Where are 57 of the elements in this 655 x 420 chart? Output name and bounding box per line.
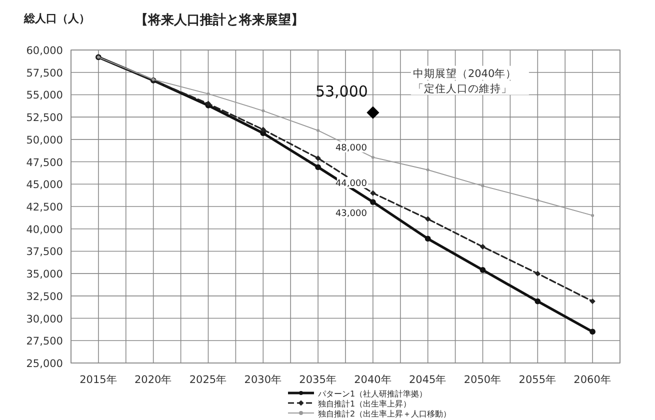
x-tick-label: 2020年 <box>134 374 172 386</box>
annotation: 「定住人口の維持」 <box>412 82 512 95</box>
y-tick-label: 37,500 <box>26 246 63 258</box>
x-tick-label: 2055年 <box>518 374 557 386</box>
y-tick-label: 40,000 <box>26 224 63 236</box>
legend-label: 独自推計1（出生率上昇） <box>318 400 412 408</box>
point <box>206 92 210 96</box>
y-axis-title: 総人口（人） <box>23 12 90 25</box>
y-tick-label: 45,000 <box>26 179 63 192</box>
data-label: 43,000 <box>335 209 368 220</box>
point <box>262 109 265 112</box>
y-tick-label: 25,000 <box>26 358 63 370</box>
point <box>370 190 376 196</box>
data-label: 53,000 <box>315 82 368 101</box>
annotation: 中期展望（2040年） <box>412 66 517 80</box>
legend-label: パターン1（社人研推計準拠） <box>317 390 428 398</box>
point <box>590 298 596 304</box>
point <box>480 267 486 273</box>
x-tick-label: 2050年 <box>464 374 502 386</box>
point <box>481 184 484 188</box>
point <box>424 236 431 242</box>
y-tick-label: 60,000 <box>26 45 63 57</box>
y-tick-label: 57,500 <box>26 67 63 80</box>
point <box>315 155 321 162</box>
y-tick-label: 47,500 <box>26 156 63 169</box>
x-tick-label: 2015年 <box>80 374 118 386</box>
data-label: 48,000 <box>335 143 368 154</box>
point <box>370 199 376 205</box>
y-tick-label: 52,500 <box>26 112 63 124</box>
point <box>534 298 541 304</box>
point <box>424 216 431 222</box>
point <box>534 270 541 276</box>
point <box>316 128 320 132</box>
x-tick-label: 2045年 <box>408 374 447 386</box>
point <box>371 156 374 159</box>
y-tick-label: 55,000 <box>26 90 63 102</box>
point <box>480 244 486 250</box>
x-tick-label: 2025年 <box>189 374 228 386</box>
point <box>591 214 594 217</box>
point <box>426 168 430 172</box>
y-tick-label: 35,000 <box>26 268 63 281</box>
y-tick-label: 42,500 <box>26 202 63 214</box>
x-tick-label: 2040年 <box>354 374 392 386</box>
chart-title: 【将来人口推計と将来展望】 <box>135 12 304 28</box>
y-tick-label: 30,000 <box>26 313 63 326</box>
data-label: 44,000 <box>335 179 368 190</box>
point <box>315 164 321 170</box>
legend-label: 独自推計2（出生率上昇＋人口移動） <box>318 410 452 418</box>
x-tick-label: 2035年 <box>299 374 337 386</box>
point <box>260 126 266 132</box>
y-tick-label: 27,500 <box>26 336 63 348</box>
x-tick-label: 2030年 <box>244 374 282 386</box>
x-tick-label: 2060年 <box>574 374 612 386</box>
y-tick-label: 32,500 <box>26 290 63 303</box>
point <box>590 328 596 335</box>
y-tick-label: 50,000 <box>26 134 63 146</box>
point <box>536 198 540 202</box>
